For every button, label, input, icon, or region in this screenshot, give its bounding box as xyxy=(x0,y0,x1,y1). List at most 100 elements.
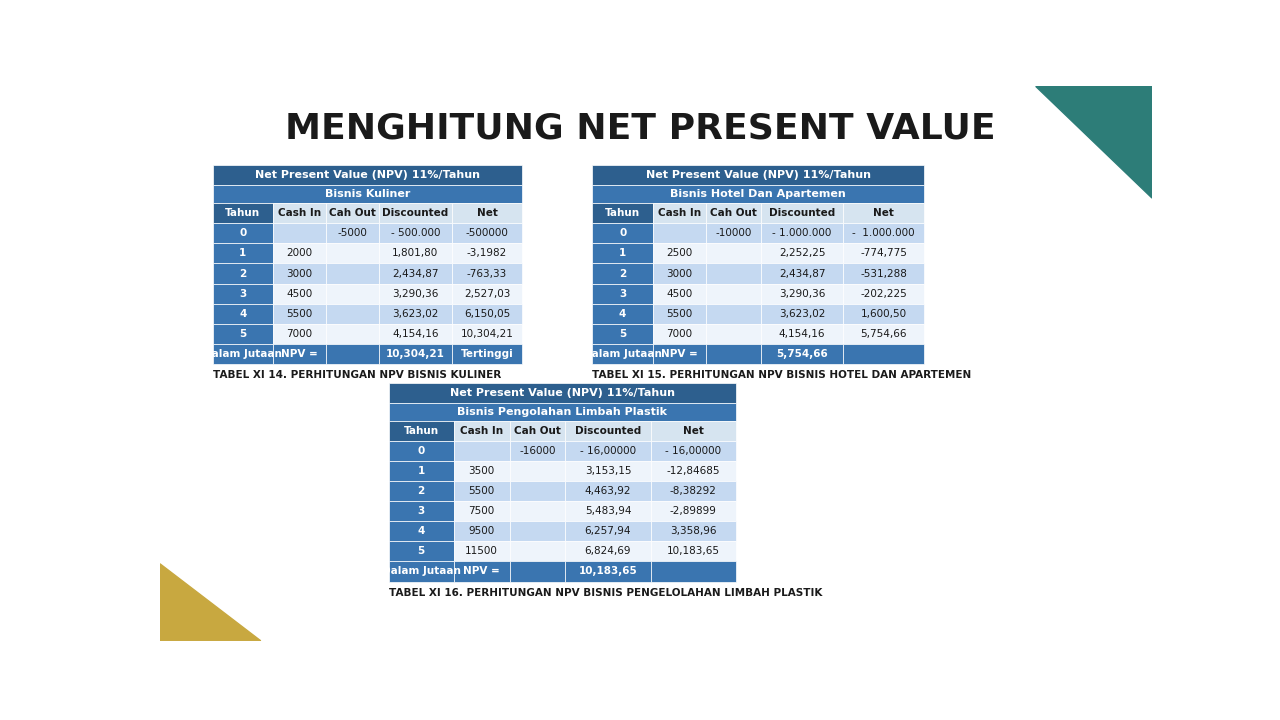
Text: 3000: 3000 xyxy=(287,269,312,279)
Text: 5500: 5500 xyxy=(287,309,312,318)
Bar xyxy=(566,441,650,462)
Text: 2,527,03: 2,527,03 xyxy=(463,289,511,299)
Bar xyxy=(842,264,924,284)
Text: -3,1982: -3,1982 xyxy=(467,248,507,258)
Text: Tahun: Tahun xyxy=(403,426,439,436)
Bar xyxy=(389,383,736,403)
Text: -202,225: -202,225 xyxy=(860,289,906,299)
Bar xyxy=(842,284,924,304)
Bar xyxy=(650,562,736,582)
Bar xyxy=(705,284,762,304)
Bar xyxy=(326,323,379,343)
Text: 2500: 2500 xyxy=(666,248,692,258)
Text: 0: 0 xyxy=(620,228,626,238)
Bar xyxy=(650,441,736,462)
Bar xyxy=(453,521,509,541)
Text: Discounted: Discounted xyxy=(769,209,836,218)
Bar xyxy=(653,304,705,323)
Bar xyxy=(566,462,650,482)
Text: 3000: 3000 xyxy=(666,269,692,279)
Bar xyxy=(593,243,653,264)
Text: 2,434,87: 2,434,87 xyxy=(778,269,826,279)
Text: 0: 0 xyxy=(239,228,247,238)
Text: 3500: 3500 xyxy=(468,467,495,477)
Text: -10000: -10000 xyxy=(716,228,751,238)
Bar xyxy=(593,264,653,284)
Text: Net: Net xyxy=(476,209,498,218)
Bar xyxy=(509,421,566,441)
Text: Cash In: Cash In xyxy=(460,426,503,436)
Bar xyxy=(326,284,379,304)
Text: - 16,00000: - 16,00000 xyxy=(580,446,636,456)
Bar xyxy=(379,304,452,323)
Bar xyxy=(326,204,379,223)
Text: 2: 2 xyxy=(239,269,247,279)
Bar xyxy=(842,343,924,364)
Bar xyxy=(212,323,273,343)
Text: 10,183,65: 10,183,65 xyxy=(579,567,637,577)
Bar xyxy=(705,204,762,223)
Bar xyxy=(212,223,273,243)
Text: 4: 4 xyxy=(417,526,425,536)
Text: 4,154,16: 4,154,16 xyxy=(778,328,826,338)
Text: TABEL XI 14. PERHITUNGAN NPV BISNIS KULINER: TABEL XI 14. PERHITUNGAN NPV BISNIS KULI… xyxy=(212,370,500,379)
Bar xyxy=(705,343,762,364)
Bar xyxy=(273,223,326,243)
Text: Net: Net xyxy=(682,426,704,436)
Text: 1,600,50: 1,600,50 xyxy=(860,309,906,318)
Bar xyxy=(650,501,736,521)
Bar xyxy=(762,243,842,264)
Bar xyxy=(705,223,762,243)
Text: - 16,00000: - 16,00000 xyxy=(666,446,721,456)
Bar xyxy=(842,204,924,223)
Text: 1: 1 xyxy=(239,248,247,258)
Text: -12,84685: -12,84685 xyxy=(667,467,719,477)
Text: 11500: 11500 xyxy=(465,546,498,557)
Text: TABEL XI 15. PERHITUNGAN NPV BISNIS HOTEL DAN APARTEMEN: TABEL XI 15. PERHITUNGAN NPV BISNIS HOTE… xyxy=(593,370,972,379)
Text: -8,38292: -8,38292 xyxy=(669,487,717,496)
Bar xyxy=(379,264,452,284)
Bar xyxy=(762,343,842,364)
Text: 4500: 4500 xyxy=(666,289,692,299)
Bar xyxy=(566,421,650,441)
Text: 3: 3 xyxy=(620,289,626,299)
Text: 4,154,16: 4,154,16 xyxy=(392,328,439,338)
Text: 7500: 7500 xyxy=(468,506,495,516)
Bar xyxy=(379,323,452,343)
Bar xyxy=(762,264,842,284)
Bar xyxy=(650,462,736,482)
Bar xyxy=(566,562,650,582)
Text: -763,33: -763,33 xyxy=(467,269,507,279)
Bar xyxy=(212,343,273,364)
Bar xyxy=(212,243,273,264)
Text: 7000: 7000 xyxy=(666,328,692,338)
Bar xyxy=(762,304,842,323)
Text: MENGHITUNG NET PRESENT VALUE: MENGHITUNG NET PRESENT VALUE xyxy=(285,112,996,145)
Bar xyxy=(379,223,452,243)
Bar xyxy=(453,541,509,562)
Text: 3: 3 xyxy=(239,289,247,299)
Bar xyxy=(509,462,566,482)
Text: 2: 2 xyxy=(620,269,626,279)
Bar xyxy=(650,541,736,562)
Text: 3,290,36: 3,290,36 xyxy=(780,289,826,299)
Bar xyxy=(653,323,705,343)
Bar xyxy=(379,243,452,264)
Text: Bisnis Kuliner: Bisnis Kuliner xyxy=(325,189,410,199)
Text: -16000: -16000 xyxy=(520,446,556,456)
Bar xyxy=(842,323,924,343)
Text: 6,824,69: 6,824,69 xyxy=(585,546,631,557)
Bar xyxy=(452,204,522,223)
Text: Net: Net xyxy=(873,209,893,218)
Bar xyxy=(705,323,762,343)
Text: Tahun: Tahun xyxy=(605,209,640,218)
Bar xyxy=(212,284,273,304)
Bar xyxy=(509,482,566,501)
Bar xyxy=(453,421,509,441)
Text: 3: 3 xyxy=(417,506,425,516)
Bar xyxy=(389,441,453,462)
Text: - 500.000: - 500.000 xyxy=(390,228,440,238)
Bar xyxy=(389,541,453,562)
Bar xyxy=(379,343,452,364)
Bar xyxy=(509,541,566,562)
